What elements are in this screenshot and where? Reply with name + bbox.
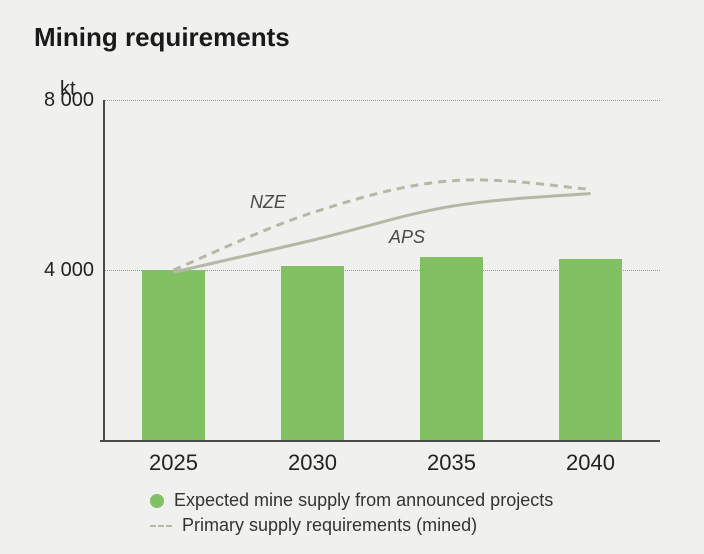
line-aps [174,194,591,273]
legend: Expected mine supply from announced proj… [150,490,553,540]
legend-label: Primary supply requirements (mined) [182,515,477,536]
line-label-aps: APS [389,227,425,248]
legend-item-lines: Primary supply requirements (mined) [150,515,553,536]
x-axis [100,440,660,442]
x-tick-label: 2025 [104,450,243,476]
y-axis [103,100,105,442]
y-tick-label: 4 000 [14,259,94,282]
legend-item-bars: Expected mine supply from announced proj… [150,490,553,511]
chart-title: Mining requirements [34,22,290,53]
y-tick-label: 8 000 [14,89,94,112]
legend-label: Expected mine supply from announced proj… [174,490,553,511]
legend-swatch-dash [150,525,172,527]
x-tick-label: 2035 [382,450,521,476]
legend-swatch-circle [150,494,164,508]
line-label-nze: NZE [250,192,286,213]
x-tick-label: 2030 [243,450,382,476]
plot-area [104,100,660,440]
x-tick-label: 2040 [521,450,660,476]
lines-layer [104,100,660,440]
